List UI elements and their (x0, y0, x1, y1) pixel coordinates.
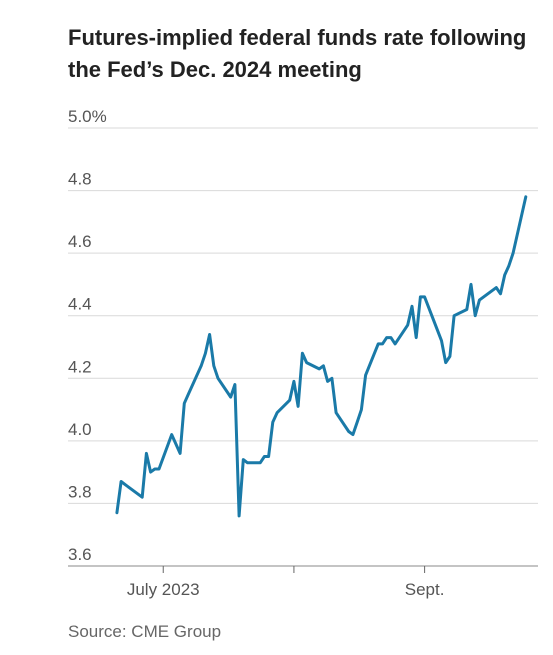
source-note: Source: CME Group (68, 622, 222, 641)
x-tick-label: July 2023 (127, 580, 200, 599)
gridlines (68, 127, 538, 567)
chart-title: Futures-implied federal funds rate follo… (68, 25, 527, 82)
y-axis: 3.6 3.8 4.0 4.2 4.4 4.6 4.8 5.0% (68, 107, 107, 564)
series-line (115, 195, 528, 518)
x-axis: July 2023 Sept. (127, 566, 445, 599)
series-group (115, 195, 528, 518)
x-tick-label: Sept. (405, 580, 445, 599)
y-tick-label: 4.2 (68, 357, 92, 376)
y-tick-label: 4.0 (68, 420, 92, 439)
y-tick-label: 4.8 (68, 170, 92, 189)
y-tick-label: 5.0% (68, 107, 107, 126)
y-tick-label: 3.8 (68, 482, 92, 501)
y-tick-label: 3.6 (68, 545, 92, 564)
y-tick-label: 4.6 (68, 232, 92, 251)
y-tick-label: 4.4 (68, 295, 92, 314)
